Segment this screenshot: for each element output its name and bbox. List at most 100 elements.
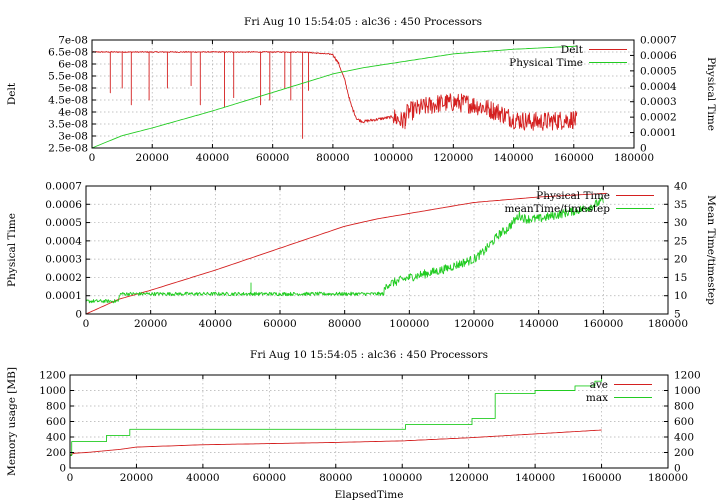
y-tick-label: 0	[59, 463, 66, 475]
y2-tick-label: 0	[640, 143, 647, 155]
y2-axis-label: Mean Time/timestep	[705, 195, 717, 305]
y2-tick-label: 35	[674, 199, 687, 211]
y-tick-label: 4e-08	[58, 107, 88, 119]
x-tick-label: 120000	[433, 152, 473, 164]
y-axis-label: Physical Time	[6, 213, 18, 287]
y-tick-label: 5.5e-08	[48, 71, 88, 83]
y2-tick-label: 0.0002	[640, 112, 677, 124]
y-tick-label: 2.5e-08	[48, 143, 88, 155]
y-tick-label: 7e-08	[58, 35, 88, 47]
x-tick-label: 160000	[554, 152, 594, 164]
x-tick-label: 0	[67, 472, 74, 484]
x-tick-label: 80000	[328, 318, 361, 330]
x-tick-label: 60000	[256, 152, 289, 164]
legend-label: Delt	[561, 44, 584, 56]
x-tick-label: 40000	[186, 472, 219, 484]
x-tick-label: 100000	[382, 472, 422, 484]
y-tick-label: 0.0002	[45, 272, 82, 284]
chart-panel-2	[85, 185, 669, 315]
x-tick-label: 40000	[196, 152, 229, 164]
x-tick-label: 100000	[389, 318, 429, 330]
y2-tick-label: 30	[674, 217, 687, 229]
x-tick-label: 120000	[454, 318, 494, 330]
x-tick-label: 40000	[199, 318, 232, 330]
x-tick-label: 160000	[582, 472, 622, 484]
y2-tick-label: 25	[674, 235, 687, 247]
y2-tick-label: 10	[674, 290, 687, 302]
y-tick-label: 600	[46, 416, 66, 428]
y-tick-label: 800	[46, 401, 66, 413]
x-tick-label: 180000	[614, 152, 654, 164]
y-tick-label: 0.0003	[45, 254, 82, 266]
series-line-meantime-timestep	[86, 196, 604, 304]
y2-tick-label: 1000	[674, 385, 701, 397]
y2-tick-label: 400	[674, 432, 694, 444]
y-tick-label: 400	[46, 432, 66, 444]
y2-tick-label: 0.0001	[640, 127, 677, 139]
x-tick-label: 20000	[136, 152, 169, 164]
y-tick-label: 5e-08	[58, 83, 88, 95]
y2-tick-label: 15	[674, 272, 687, 284]
x-tick-label: 140000	[494, 152, 534, 164]
x-tick-label: 140000	[515, 472, 555, 484]
y2-tick-label: 0.0005	[640, 65, 677, 77]
y-tick-label: 0.0001	[45, 290, 82, 302]
x-tick-label: 80000	[319, 472, 352, 484]
y2-tick-label: 0.0004	[640, 81, 677, 93]
x-tick-label: 100000	[373, 152, 413, 164]
chart-panel-3	[69, 374, 669, 469]
chart-title: Fri Aug 10 15:54:05 : alc36 : 450 Proces…	[250, 349, 488, 361]
y2-tick-label: 200	[674, 447, 694, 459]
plot-frame	[91, 39, 635, 149]
x-tick-label: 20000	[120, 472, 153, 484]
legend-label: ave	[590, 379, 608, 391]
y-tick-label: 6e-08	[58, 59, 88, 71]
x-tick-label: 160000	[583, 318, 623, 330]
x-tick-label: 0	[89, 152, 96, 164]
y2-axis-label: Physical Time	[705, 57, 717, 131]
y-tick-label: 0.0007	[45, 181, 82, 193]
y-tick-label: 4.5e-08	[48, 95, 88, 107]
x-tick-label: 20000	[134, 318, 167, 330]
y2-tick-label: 0.0003	[640, 96, 677, 108]
x-tick-label: 180000	[648, 472, 688, 484]
x-tick-label: 60000	[263, 318, 296, 330]
y-tick-label: 0.0005	[45, 217, 82, 229]
x-tick-label: 140000	[519, 318, 559, 330]
y2-tick-label: 0.0007	[640, 35, 677, 47]
y2-tick-label: 5	[674, 309, 681, 321]
x-tick-label: 0	[83, 318, 90, 330]
plot-frame	[85, 185, 669, 315]
x-tick-label: 120000	[449, 472, 489, 484]
series-line-delt	[92, 51, 578, 139]
chart-title: Fri Aug 10 15:54:05 : alc36 : 450 Proces…	[244, 16, 482, 28]
y-tick-label: 6.5e-08	[48, 47, 88, 59]
y2-tick-label: 0	[674, 463, 681, 475]
series-group	[70, 376, 603, 457]
series-group	[86, 192, 607, 314]
legend-label: Physical Time	[536, 190, 610, 202]
chart-panel-1	[91, 39, 635, 149]
y2-tick-label: 20	[674, 254, 687, 266]
y-axis-label: Delt	[6, 82, 18, 105]
x-tick-label: 60000	[253, 472, 286, 484]
x-axis-label: ElapsedTime	[335, 489, 404, 501]
y2-tick-label: 0.0006	[640, 50, 677, 62]
y-tick-label: 0.0004	[45, 235, 82, 247]
x-tick-label: 180000	[648, 318, 688, 330]
series-line-physical-time	[86, 192, 607, 314]
x-tick-label: 80000	[316, 152, 349, 164]
y-tick-label: 1000	[39, 385, 66, 397]
y-tick-label: 1200	[39, 370, 66, 382]
y-tick-label: 200	[46, 447, 66, 459]
legend-label: max	[586, 392, 608, 404]
y-tick-label: 3.5e-08	[48, 119, 88, 131]
legend-label: Physical Time	[509, 57, 583, 69]
y-tick-label: 0.0006	[45, 199, 82, 211]
y-tick-label: 3e-08	[58, 131, 88, 143]
y2-tick-label: 1200	[674, 370, 701, 382]
series-line-physical-time	[92, 45, 577, 148]
y-tick-label: 0	[75, 309, 82, 321]
series-group	[92, 45, 578, 148]
